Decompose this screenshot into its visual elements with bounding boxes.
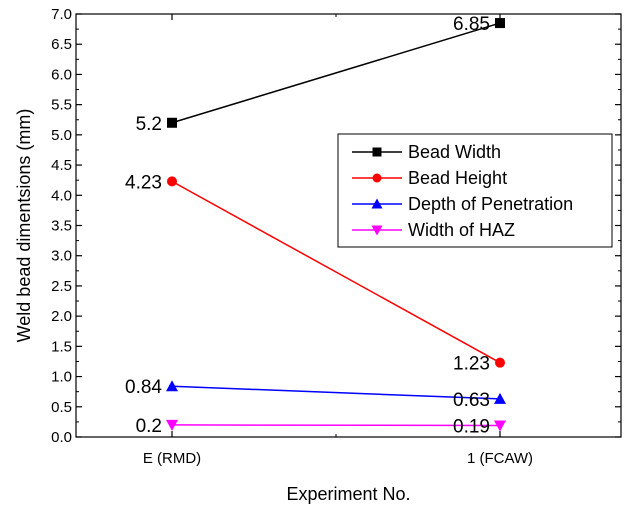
data-label: 0.84 — [125, 377, 162, 398]
y-axis-title: Weld bead dimentsions (mm) — [14, 109, 34, 343]
legend-marker — [371, 198, 383, 209]
y-tick-label: 4.0 — [51, 187, 72, 204]
data-point — [494, 420, 506, 432]
data-label: 6.85 — [453, 14, 490, 35]
data-point — [167, 117, 177, 128]
y-tick-label: 5.0 — [51, 127, 72, 144]
x-axis: E (RMD) 1 (FCAW) — [143, 14, 533, 467]
legend-marker — [372, 173, 382, 183]
y-tick-label: 0.0 — [51, 429, 72, 446]
data-point — [167, 176, 177, 187]
legend-item: Bead Height — [352, 168, 507, 188]
legend-marker — [371, 225, 383, 236]
y-tick-label: 2.5 — [51, 278, 72, 295]
series-line — [171, 180, 501, 364]
legend-label: Bead Width — [408, 142, 501, 162]
y-tick-label: 6.5 — [51, 36, 72, 53]
legend-label: Width of HAZ — [408, 220, 515, 240]
legend-item: Width of HAZ — [352, 220, 515, 240]
series-width-of-haz: 0.2 0.19 — [136, 416, 506, 438]
legend-marker — [372, 147, 382, 157]
legend-label: Bead Height — [408, 168, 507, 188]
data-point — [166, 380, 178, 392]
y-tick-label: 1.0 — [51, 369, 72, 386]
legend-box — [337, 133, 613, 248]
x-tick-label: E (RMD) — [143, 450, 201, 467]
data-label: 1.23 — [453, 354, 490, 375]
series-line — [171, 385, 501, 400]
x-tick-label: 1 (FCAW) — [467, 450, 533, 467]
y-tick-label: 5.5 — [51, 97, 72, 114]
legend-label: Depth of Penetration — [408, 194, 573, 214]
legend: Bead Width Bead Height Depth of Penetratio… — [337, 133, 613, 248]
data-point — [495, 18, 505, 29]
y-axis: 0.0 0.5 1.0 1.5 2.0 2.5 3.0 3.5 4.0 4.5 5.0 5.5 6.0 6… — [51, 6, 621, 446]
y-tick-label: 6.0 — [51, 66, 72, 83]
series-line — [171, 424, 501, 427]
series-line — [171, 22, 501, 124]
data-point — [495, 357, 505, 368]
data-point — [166, 419, 178, 431]
x-axis-title: Experiment No. — [286, 484, 410, 504]
y-tick-label: 3.0 — [51, 248, 72, 265]
data-label: 4.23 — [125, 172, 162, 193]
series-bead-width: 5.2 6.85 — [136, 14, 505, 135]
series-depth-of-penetration: 0.84 0.63 — [125, 377, 506, 411]
data-label: 5.2 — [136, 114, 162, 135]
y-tick-label: 0.5 — [51, 399, 72, 416]
data-label: 0.63 — [453, 390, 490, 411]
y-tick-label: 2.0 — [51, 308, 72, 325]
data-label: 0.19 — [453, 417, 490, 438]
series-layer: 5.2 6.85 4.23 1.23 0.84 0.63 0.2 0.19 — [125, 14, 506, 438]
y-tick-label: 4.5 — [51, 157, 72, 174]
data-label: 0.2 — [136, 416, 162, 437]
legend-item: Bead Width — [352, 142, 501, 162]
series-bead-height: 4.23 1.23 — [125, 172, 505, 375]
y-tick-label: 7.0 — [51, 6, 72, 23]
y-tick-label: 1.5 — [51, 338, 72, 355]
y-tick-label: 3.5 — [51, 218, 72, 235]
data-point — [494, 392, 506, 404]
legend-item: Depth of Penetration — [352, 194, 573, 214]
